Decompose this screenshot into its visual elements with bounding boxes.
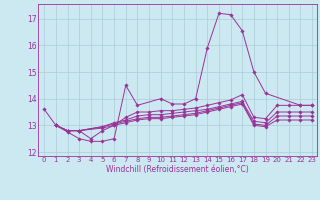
X-axis label: Windchill (Refroidissement éolien,°C): Windchill (Refroidissement éolien,°C) bbox=[106, 165, 249, 174]
